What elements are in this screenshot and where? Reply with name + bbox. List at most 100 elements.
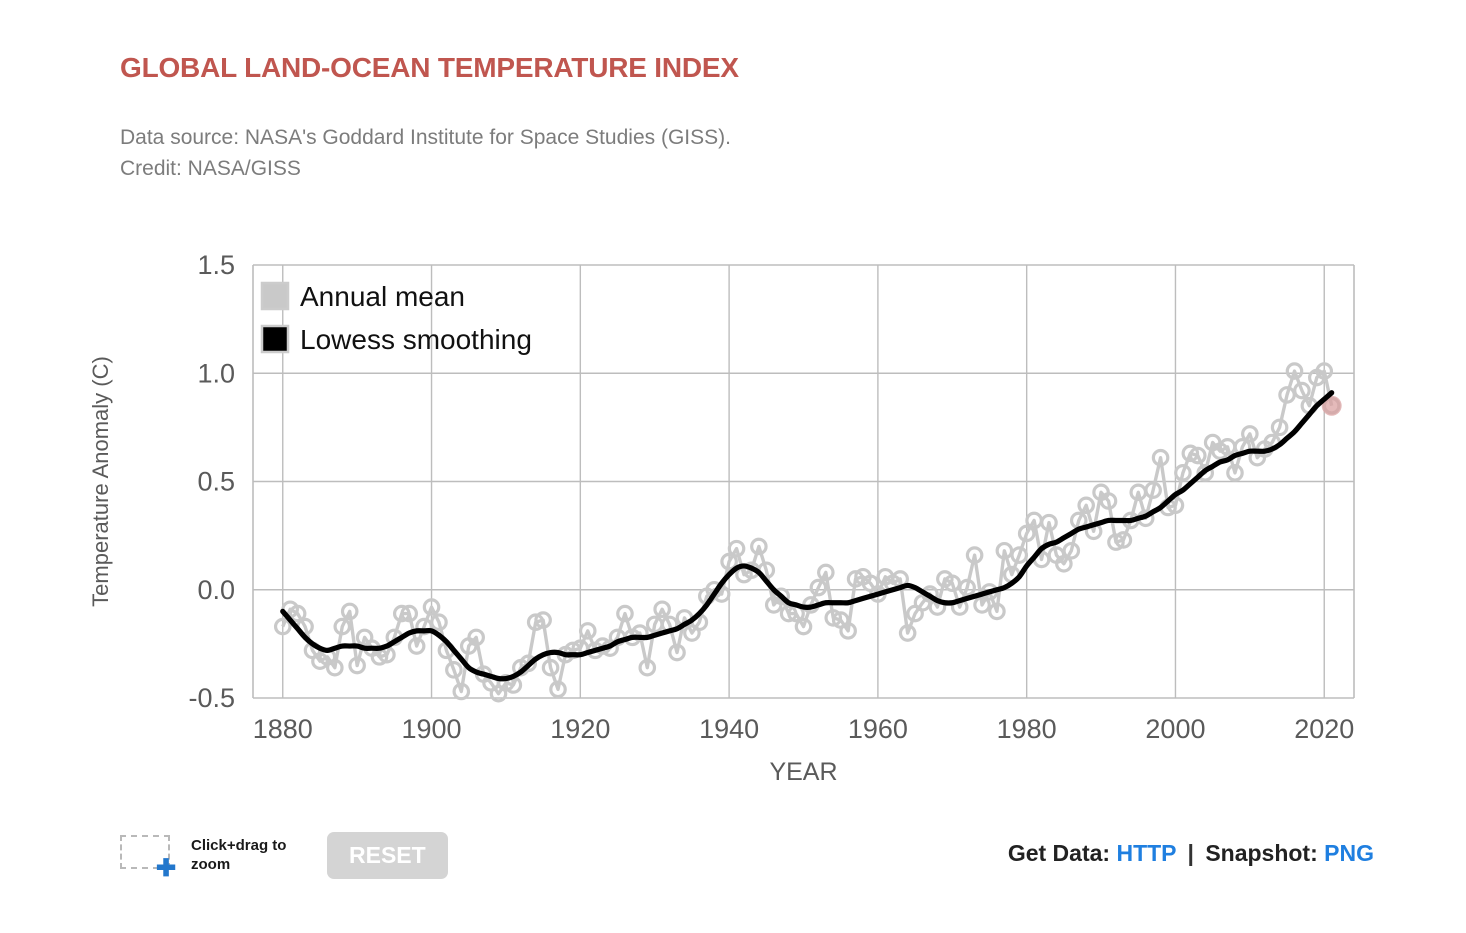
annual-mean-point <box>1270 418 1289 437</box>
annual-mean-point <box>333 617 352 636</box>
annual-mean-point <box>794 617 813 636</box>
legend-swatch <box>260 324 290 354</box>
annual-mean-point <box>1017 524 1036 543</box>
zoom-hint: ✚ Click+drag to zoom <box>120 834 309 880</box>
lowess-smoothing-line <box>280 390 1335 682</box>
annual-mean-point <box>1151 448 1170 467</box>
annual-mean-point <box>817 563 835 582</box>
annual-mean-point <box>452 682 471 701</box>
annual-mean-point <box>430 613 448 632</box>
reset-button[interactable]: RESET <box>327 832 448 879</box>
annual-mean-point <box>288 604 307 623</box>
legend-label: Annual mean <box>300 281 465 312</box>
annual-mean-point <box>1181 444 1200 463</box>
x-axis-label: YEAR <box>769 758 837 786</box>
annual-mean-point <box>422 598 441 616</box>
annual-mean-point <box>638 658 657 677</box>
annual-mean-point <box>750 537 768 556</box>
annual-mean-point <box>809 578 828 597</box>
zoom-hint-label: Click+drag to zoom <box>191 836 287 873</box>
png-link[interactable]: PNG <box>1324 840 1374 866</box>
http-link[interactable]: HTTP <box>1116 840 1177 866</box>
annual-mean-point <box>1166 496 1185 515</box>
annual-mean-point <box>534 611 552 629</box>
credit-line: Credit: NASA/GISS <box>120 157 301 181</box>
y-tick-label: 1.5 <box>197 250 235 280</box>
annual-mean-point <box>1077 496 1095 515</box>
snapshot-label: Snapshot: <box>1205 840 1318 866</box>
annual-mean-point <box>1188 446 1207 465</box>
annual-mean-point <box>1114 531 1133 549</box>
gridlines <box>252 264 1355 699</box>
annual-mean-line <box>281 369 1334 696</box>
annual-mean-point <box>653 600 671 619</box>
annual-mean-point <box>415 617 433 636</box>
annual-mean-point <box>340 602 359 621</box>
annual-mean-point <box>973 596 991 614</box>
annual-mean-point <box>526 613 545 632</box>
annual-mean-point <box>965 546 984 564</box>
annual-mean-point <box>326 658 344 677</box>
annual-mean-point <box>1107 533 1125 551</box>
annual-mean-point <box>407 637 426 655</box>
annual-mean-point <box>578 622 597 640</box>
annual-mean-point <box>1174 464 1192 482</box>
annual-mean-point <box>631 624 649 642</box>
annual-mean-point <box>727 539 746 558</box>
y-axis-label: Temperature Anomaly (C) <box>88 356 113 607</box>
annual-mean-point <box>1278 386 1296 404</box>
annual-mean-point <box>839 622 857 640</box>
annual-mean-point <box>519 654 538 673</box>
x-tick-label: 2020 <box>1294 714 1354 744</box>
annual-mean-point <box>348 656 366 675</box>
annual-mean-point <box>564 641 582 660</box>
annual-mean-point <box>549 680 567 699</box>
plus-icon: ✚ <box>156 854 177 882</box>
x-tick-label: 1980 <box>997 714 1057 744</box>
annual-mean-point <box>779 604 798 623</box>
annual-mean-point <box>1055 554 1073 573</box>
chart-legend: Annual mean Lowess smoothing <box>260 281 532 355</box>
annual-mean-point <box>995 541 1014 560</box>
highlighted-data-point <box>1321 395 1342 416</box>
annual-mean-point <box>1062 541 1081 560</box>
annual-mean-point <box>1285 362 1304 380</box>
link-separator: | <box>1187 840 1194 866</box>
y-tick-label: -0.5 <box>188 683 235 713</box>
annual-mean-point <box>616 604 634 623</box>
annual-mean-point <box>1226 464 1244 482</box>
annual-mean-point <box>467 628 485 647</box>
annual-mean-point <box>497 674 515 692</box>
annual-mean-point <box>824 609 843 627</box>
annual-mean-point <box>988 602 1006 621</box>
legend-swatch <box>260 281 290 311</box>
annual-mean-point <box>1144 481 1162 499</box>
page-title: GLOBAL LAND-OCEAN TEMPERATURE INDEX <box>120 52 739 83</box>
annual-mean-point <box>958 578 976 597</box>
annual-mean-point <box>898 624 917 642</box>
x-tick-label: 1920 <box>550 714 610 744</box>
x-tick-label: 1960 <box>848 714 908 744</box>
annual-mean-point <box>400 604 419 623</box>
subtitle-block: Data source: NASA's Goddard Institute fo… <box>120 122 731 184</box>
dashed-rect-icon <box>120 834 170 869</box>
x-tick-label: 1880 <box>253 714 313 744</box>
x-tick-label: 2000 <box>1145 714 1205 744</box>
legend-label: Lowess smoothing <box>300 324 532 355</box>
y-tick-label: 0.5 <box>197 467 235 497</box>
drag-zoom-icon: ✚ <box>120 834 178 880</box>
y-tick-label: 1.0 <box>197 358 235 388</box>
annual-mean-point <box>392 604 411 623</box>
annual-mean-point <box>1315 362 1334 380</box>
y-tick-label: 0.0 <box>197 575 235 605</box>
annual-mean-point <box>273 617 292 636</box>
chart-controls: ✚ Click+drag to zoom RESET <box>120 832 448 880</box>
annual-mean-point <box>1040 513 1058 532</box>
annual-mean-point <box>541 658 560 677</box>
annual-mean-point <box>1196 464 1215 482</box>
series-annual-mean <box>273 362 1341 703</box>
get-data-label: Get Data: <box>1007 840 1111 866</box>
annual-mean-point <box>772 587 790 606</box>
